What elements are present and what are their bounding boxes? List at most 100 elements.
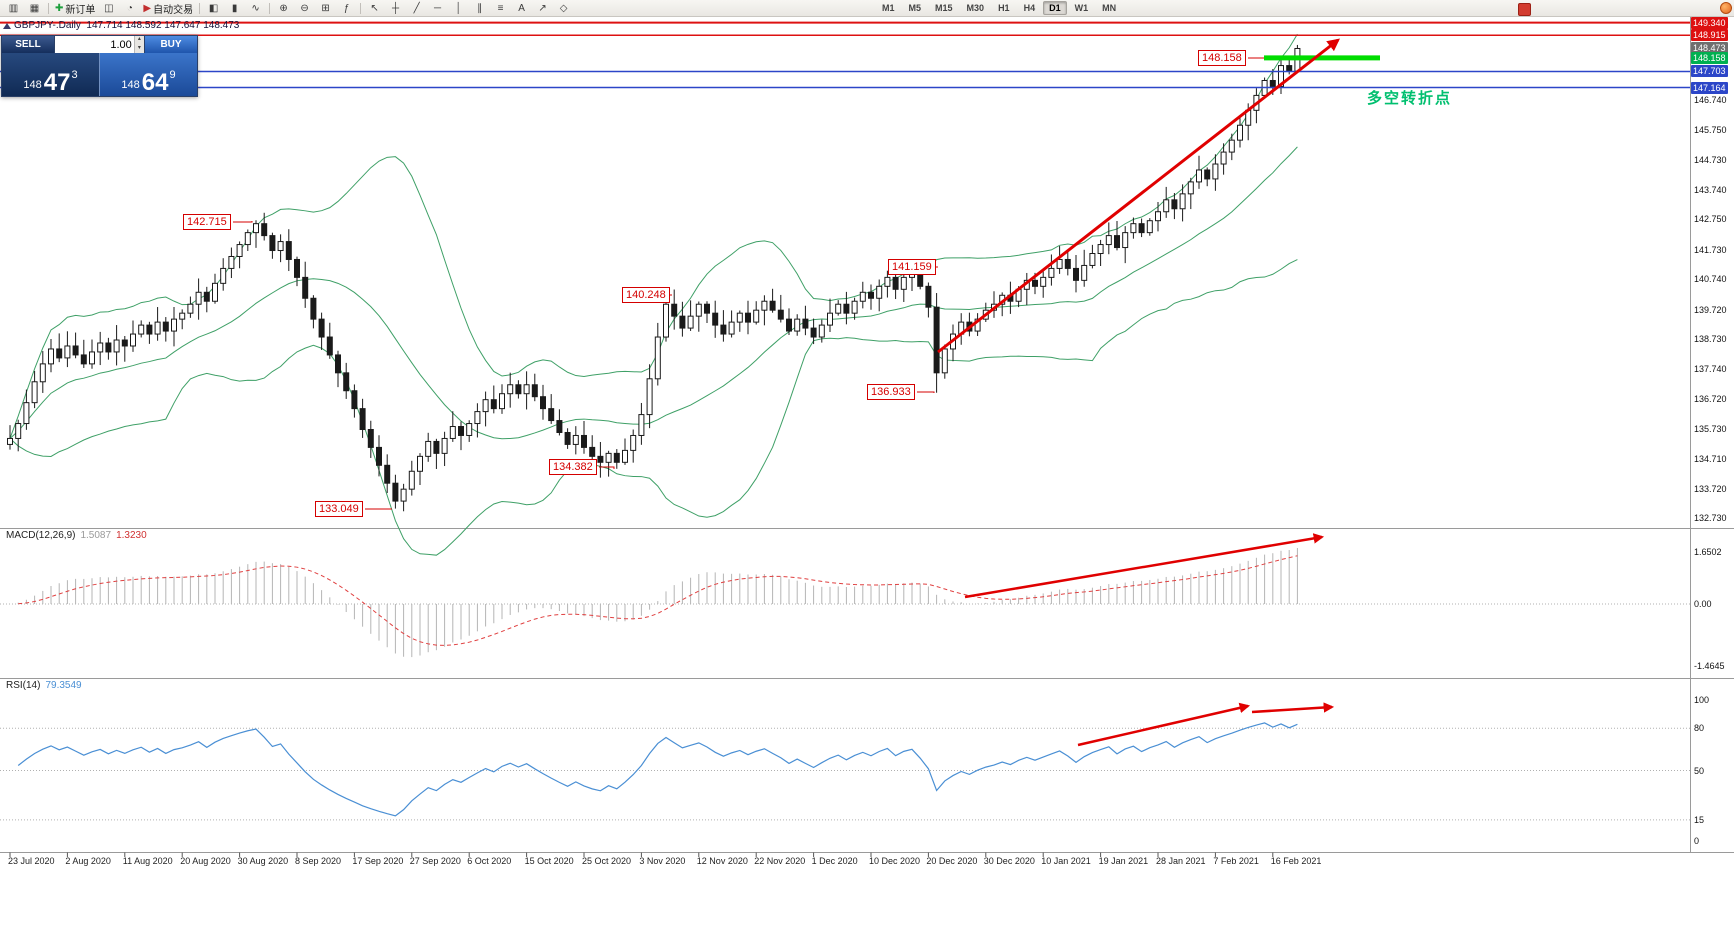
timeframe-m1-button[interactable]: M1 [882, 3, 895, 13]
text-tool-button[interactable]: A [511, 0, 532, 17]
cursor-button[interactable]: ↖ [364, 0, 385, 17]
sell-price[interactable]: 148 47 3 [2, 53, 99, 96]
trendline-button[interactable]: ╱ [406, 0, 427, 17]
new-chart-button[interactable]: ▥ [3, 0, 24, 17]
price-annotation[interactable]: 148.158 [1198, 50, 1246, 66]
profiles-button[interactable]: ▦ [24, 0, 45, 17]
volume-input[interactable] [55, 36, 134, 53]
time-axis-label: 22 Nov 2020 [754, 856, 806, 866]
time-axis-label: 19 Jan 2021 [1098, 856, 1149, 866]
buy-price-main: 148 [121, 79, 140, 91]
timeframe-m30-button[interactable]: M30 [966, 3, 985, 13]
time-axis-label: 17 Sep 2020 [352, 856, 404, 866]
price-axis-tick: 146.740 [1694, 95, 1727, 106]
price-axis-tick: 134.710 [1694, 454, 1727, 465]
vertical-line-button[interactable]: │ [448, 0, 469, 17]
line-chart-button[interactable]: ∿ [245, 0, 266, 17]
autotrading-icon: ▶ [143, 2, 152, 14]
buy-price[interactable]: 148 64 9 [99, 53, 197, 96]
horizontal-line-icon: ─ [434, 2, 442, 14]
price-annotation[interactable]: 141.159 [888, 259, 936, 275]
time-axis-label: 10 Dec 2020 [869, 856, 921, 866]
zoom-out-button[interactable]: ⊖ [294, 0, 315, 17]
time-axis-label: 20 Dec 2020 [926, 856, 978, 866]
volume-increase-button[interactable]: ▴ [134, 36, 144, 45]
timeframe-w1-button[interactable]: W1 [1074, 3, 1089, 13]
indicators-icon: ƒ [343, 2, 350, 14]
toolbar-separator [360, 2, 362, 14]
price-annotation[interactable]: 133.049 [315, 501, 363, 517]
chart-symbol-ohlc: GBPJPY-.Daily 147.714 148.592 147.647 14… [14, 20, 240, 31]
sell-price-main: 148 [23, 79, 42, 91]
timeframe-m5-button[interactable]: M5 [908, 3, 922, 13]
arrows-tool-button[interactable]: ↗ [532, 0, 553, 17]
price-axis-tick: 137.740 [1694, 363, 1727, 374]
price-annotation[interactable]: 136.933 [867, 384, 915, 400]
price-axis-tick: 144.730 [1694, 155, 1727, 166]
rsi-axis-tick: 100 [1694, 695, 1710, 705]
time-axis-label: 6 Oct 2020 [467, 856, 512, 866]
buy-button[interactable]: BUY [145, 36, 197, 53]
horizontal-line-button[interactable]: ─ [427, 0, 448, 17]
price-annotation[interactable]: 140.248 [622, 287, 670, 303]
price-axis-label-box: 148.158 [1691, 51, 1728, 64]
volume-decrease-button[interactable]: ▾ [134, 44, 144, 53]
buy-price-sup: 9 [169, 69, 176, 81]
price-axis-tick: 139.720 [1694, 304, 1727, 315]
price-axis-tick: 132.730 [1694, 513, 1727, 524]
price-axis-tick: 136.720 [1694, 394, 1727, 405]
toolbar-tools: ▥ ▦ ✚ 新订单 ◫ ◔ ▶ 自动交易 ◧ ▮ ∿ ⊕ ⊖ ⊞ ƒ ↖ ┼ ╱ ─ │ ∥ ≡ A ↗ ◇ [3, 0, 574, 17]
timeframe-mn-button[interactable]: MN [1102, 3, 1117, 13]
rsi-axis-tick: 15 [1694, 814, 1705, 825]
channel-button[interactable]: ∥ [469, 0, 490, 17]
toolbar-separator [199, 2, 201, 14]
price-annotation[interactable]: 142.715 [183, 214, 231, 230]
rsi-axis-tick: 80 [1694, 723, 1705, 734]
oct-collapse-arrow[interactable] [3, 23, 11, 29]
shapes-button[interactable]: ◇ [553, 0, 574, 17]
tile-windows-button[interactable]: ⊞ [315, 0, 336, 17]
time-axis-label: 25 Oct 2020 [582, 856, 632, 866]
cursor-icon: ↖ [370, 2, 379, 14]
profiles-icon: ▦ [29, 2, 40, 14]
crosshair-icon: ┼ [392, 2, 400, 14]
stop-button[interactable] [1518, 3, 1531, 16]
timeframe-d1-button[interactable]: D1 [1043, 1, 1067, 15]
time-axis-label: 30 Aug 2020 [237, 856, 289, 866]
sell-button[interactable]: SELL [2, 36, 54, 53]
channel-icon: ∥ [477, 2, 483, 14]
zoom-in-button[interactable]: ⊕ [273, 0, 294, 17]
timeframe-m15-button[interactable]: M15 [935, 3, 953, 13]
candlestick-button[interactable]: ▮ [224, 0, 245, 17]
vertical-line-icon: │ [455, 2, 462, 14]
history-center-button[interactable]: ◔ [119, 0, 140, 17]
new-chart-icon: ▥ [8, 2, 19, 14]
trendline-icon: ╱ [413, 2, 420, 14]
price-axis-label-box: 148.915 [1691, 29, 1728, 42]
price-annotation[interactable]: 134.382 [549, 459, 597, 475]
toolbar-separator [48, 2, 49, 14]
bar-chart-button[interactable]: ◧ [203, 0, 224, 17]
corner-indicator-dot [1720, 2, 1732, 14]
new-order-button[interactable]: ✚ 新订单 [52, 0, 98, 17]
autotrading-button[interactable]: ▶ 自动交易 [140, 0, 196, 17]
fibonacci-icon: ≡ [497, 2, 504, 14]
macd-name: MACD(12,26,9) [6, 530, 76, 541]
chart-note-text[interactable]: 多空转折点 [1367, 90, 1453, 107]
bar-chart-icon: ◧ [208, 2, 219, 14]
fibonacci-button[interactable]: ≡ [490, 0, 511, 17]
timeframe-h4-button[interactable]: H4 [1023, 3, 1036, 13]
indicators-button[interactable]: ƒ [336, 0, 357, 17]
timeframe-h1-button[interactable]: H1 [998, 3, 1010, 13]
timeframe-toolbar: M1 M5 M15 M30 H1 H4 D1 W1 MN [875, 1, 1123, 15]
crosshair-button[interactable]: ┼ [385, 0, 406, 17]
toolbar-separator [269, 2, 271, 14]
time-axis-label: 3 Nov 2020 [639, 856, 686, 866]
chart-window-button[interactable]: ◫ [98, 0, 119, 17]
new-order-icon: ✚ [55, 2, 64, 14]
sell-price-big: 47 [43, 68, 71, 96]
price-axis-label-box: 148.473 [1691, 42, 1728, 55]
shapes-icon: ◇ [559, 2, 568, 14]
